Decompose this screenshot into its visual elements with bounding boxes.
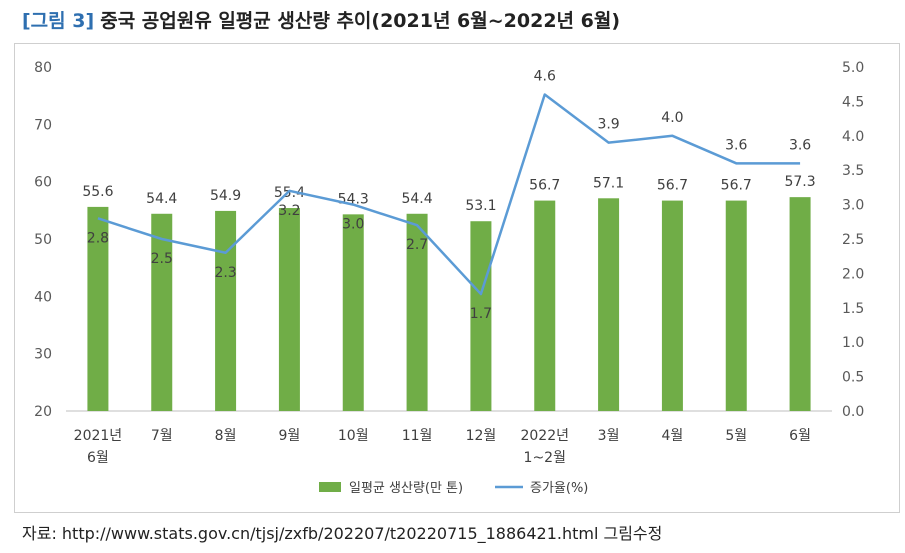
line-data-label: 4.6 [534,69,556,85]
bar-data-label: 57.3 [784,174,815,190]
figure-label: [그림 3] [22,10,95,32]
bar-data-label: 53.1 [465,198,496,214]
x-tick-label: 12월 [466,428,497,444]
bar [87,206,109,411]
bar [470,221,492,411]
y-left-tick-label: 30 [34,347,52,363]
y-left-tick-label: 40 [34,289,52,305]
x-tick-label: 7월 [151,428,173,444]
y-right-tick-label: 4.5 [842,94,864,110]
line-data-label: 3.0 [342,217,364,233]
growth-rate-line [97,93,801,296]
bar-data-label: 56.7 [721,178,752,194]
bar [661,200,683,411]
x-tick-label: 2021년 [74,428,123,444]
x-tick-label: 3월 [598,428,620,444]
legend-bar-swatch [319,482,341,492]
y-right-tick-label: 1.5 [842,301,864,317]
bar-data-label: 56.7 [657,178,688,194]
source-note: 자료: http://www.stats.gov.cn/tjsj/zxfb/20… [22,524,663,543]
y-right-tick-label: 3.5 [842,163,864,179]
bar [278,208,300,411]
line-data-label: 2.5 [151,251,173,267]
line-data-label: 1.7 [470,306,492,322]
line-data-label: 2.8 [87,230,109,246]
bar-data-label: 54.4 [401,191,432,207]
y-left-tick-label: 50 [34,232,52,248]
x-tick-label: 5월 [725,428,747,444]
y-right-tick-label: 2.0 [842,266,864,282]
bar [406,213,428,411]
bar [215,210,237,411]
line-data-label: 2.7 [406,237,428,253]
y-right-tick-label: 2.5 [842,232,864,248]
legend-line-label: 증가율(%) [530,481,588,496]
x-tick-label: 9월 [279,428,301,444]
x-tick-label: 10월 [338,428,369,444]
line-data-label: 2.3 [214,265,236,281]
bar [598,198,620,411]
line-data-label: 3.2 [278,203,300,219]
x-tick-label: 11월 [402,428,433,444]
bar [151,213,173,411]
y-left-tick-label: 70 [34,117,52,133]
bar [534,200,556,411]
line-data-label: 3.6 [725,137,747,153]
y-right-tick-label: 0.0 [842,404,864,420]
bar [789,197,811,411]
y-left-tick-label: 60 [34,175,52,191]
y-right-tick-label: 5.0 [842,60,864,76]
x-tick-label: 1~2월 [524,450,566,466]
chart-title: [그림 3] 중국 공업원유 일평균 생산량 추이(2021년 6월~2022년… [22,6,620,33]
x-tick-label: 4월 [662,428,684,444]
bar [342,214,364,411]
bar-data-label: 54.9 [210,188,241,204]
figure-title: 중국 공업원유 일평균 생산량 추이(2021년 6월~2022년 6월) [100,10,621,32]
bar-data-label: 55.6 [82,184,113,200]
y-right-tick-label: 0.5 [842,370,864,386]
y-right-tick-label: 1.0 [842,335,864,351]
x-tick-label: 8월 [215,428,237,444]
y-left-tick-label: 20 [34,404,52,420]
x-tick-label: 6월 [87,450,109,466]
line-data-label: 4.0 [661,110,683,126]
x-tick-label: 2022년 [520,428,569,444]
legend-bar-label: 일평균 생산량(만 톤) [349,481,463,496]
line-data-label: 3.9 [597,117,619,133]
y-left-tick-label: 80 [34,60,52,76]
x-tick-label: 6월 [789,428,811,444]
bar [725,200,747,411]
bar-data-label: 54.4 [146,191,177,207]
line-data-label: 3.6 [789,137,811,153]
bar-data-label: 57.1 [593,175,624,191]
bar-data-label: 56.7 [529,178,560,194]
y-right-tick-label: 4.0 [842,129,864,145]
y-right-tick-label: 3.0 [842,198,864,214]
